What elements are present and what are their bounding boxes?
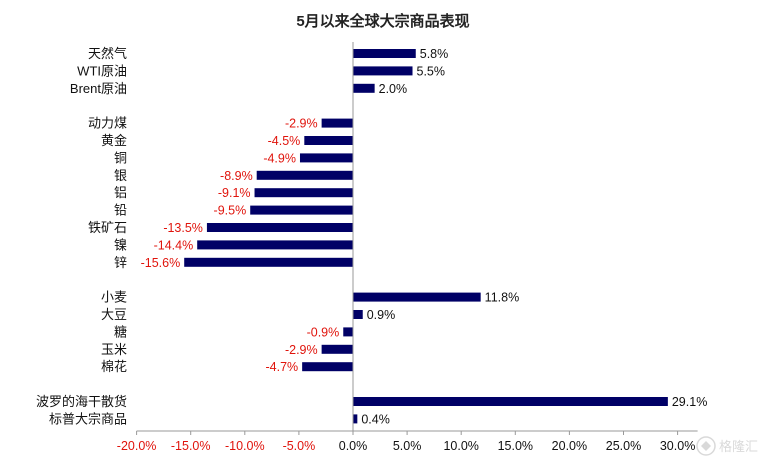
- x-tick-label: -20.0%: [117, 439, 157, 453]
- bar: [250, 205, 353, 215]
- chart-title: 5月以来全球大宗商品表现: [296, 12, 469, 30]
- data-label: -8.9%: [220, 169, 253, 183]
- data-label: -9.5%: [214, 204, 247, 218]
- category-label: 玉米: [101, 342, 127, 357]
- bar: [353, 310, 363, 319]
- x-tick-label: -10.0%: [225, 439, 265, 453]
- x-tick-label: 0.0%: [339, 439, 368, 453]
- bar: [184, 257, 353, 267]
- bar: [353, 49, 416, 58]
- category-label: 动力煤: [88, 116, 127, 131]
- category-label: 糖: [114, 324, 127, 339]
- x-tick-label: -5.0%: [283, 439, 316, 453]
- category-label: 铜: [114, 150, 127, 165]
- data-label: 2.0%: [379, 82, 408, 96]
- category-label: WTI原油: [77, 63, 127, 78]
- bar: [256, 170, 353, 180]
- bar: [302, 362, 353, 372]
- x-tick-label: 10.0%: [443, 439, 478, 453]
- category-label: 波罗的海干散货: [36, 394, 127, 409]
- x-tick-label: -15.0%: [171, 439, 211, 453]
- data-label: -4.5%: [268, 134, 301, 148]
- bar: [353, 83, 375, 93]
- category-label: 天然气: [88, 46, 127, 61]
- bar: [304, 136, 353, 145]
- category-label: 铝: [114, 185, 127, 200]
- x-tick-label: 15.0%: [498, 439, 533, 453]
- data-label: 0.4%: [361, 412, 390, 426]
- plot-area: 天然气 5.8% WTI原油 5.5% Brent原油 2.0% 动力煤 -2.9% 黄金 -4.…: [36, 42, 707, 453]
- data-label: -2.9%: [285, 343, 318, 357]
- bar: [343, 327, 353, 337]
- category-label: 大豆: [101, 307, 127, 322]
- bar: [206, 223, 353, 232]
- watermark-logo: 格隆汇: [696, 436, 758, 456]
- category-label: 标普大宗商品: [49, 411, 127, 426]
- category-label: 铅: [114, 203, 127, 218]
- bar: [254, 188, 353, 198]
- x-tick-label: 30.0%: [660, 439, 695, 453]
- category-label: 黄金: [101, 133, 127, 148]
- bar: [353, 414, 358, 424]
- svg-text:格隆汇: 格隆汇: [719, 439, 758, 454]
- category-label: 镍: [114, 237, 127, 252]
- bar: [353, 66, 413, 76]
- category-label: 银: [114, 168, 127, 183]
- data-label: 5.8%: [420, 47, 449, 61]
- bar: [299, 153, 353, 163]
- x-tick-label: 25.0%: [606, 439, 641, 453]
- bar: [321, 118, 353, 128]
- data-label: 11.8%: [485, 291, 520, 305]
- data-label: -14.4%: [154, 238, 194, 252]
- bar: [353, 292, 481, 302]
- bar: [321, 344, 353, 354]
- category-label: 小麦: [101, 290, 127, 305]
- category-label: Brent原油: [70, 81, 127, 96]
- category-label: 棉花: [101, 359, 127, 374]
- data-label: 29.1%: [672, 395, 707, 409]
- data-label: -9.1%: [218, 186, 251, 200]
- category-label: 锌: [114, 255, 127, 270]
- data-label: -4.7%: [265, 360, 298, 374]
- data-label: -15.6%: [141, 256, 181, 270]
- data-label: -2.9%: [285, 117, 318, 131]
- bar: [197, 240, 353, 250]
- category-label: 铁矿石: [88, 220, 127, 235]
- bar: [353, 397, 668, 406]
- data-label: 5.5%: [417, 64, 446, 78]
- data-label: -13.5%: [163, 221, 203, 235]
- x-tick-label: 5.0%: [393, 439, 422, 453]
- data-label: -0.9%: [307, 325, 340, 339]
- x-tick-label: 20.0%: [552, 439, 587, 453]
- data-label: 0.9%: [367, 308, 396, 322]
- data-label: -4.9%: [263, 151, 296, 165]
